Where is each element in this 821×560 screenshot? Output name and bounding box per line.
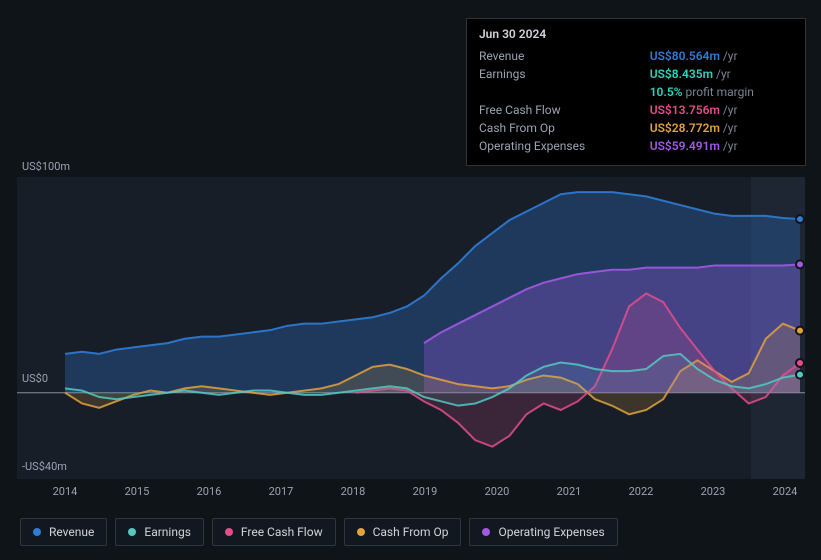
- legend-dot-icon: [225, 528, 233, 536]
- legend-item-fcf[interactable]: Free Cash Flow: [212, 518, 336, 546]
- y-axis-label: US$100m: [22, 160, 70, 173]
- tooltip-row-label: Operating Expenses: [479, 137, 650, 155]
- x-axis-label: 2016: [189, 485, 229, 498]
- x-axis-label: 2014: [45, 485, 85, 498]
- tooltip-row-value: US$8.435m /yr: [650, 65, 793, 83]
- tooltip-row: EarningsUS$8.435m /yr: [479, 65, 793, 83]
- legend-item-label: Free Cash Flow: [241, 525, 323, 539]
- tooltip-row-label: Revenue: [479, 47, 650, 65]
- x-axis-label: 2023: [693, 485, 733, 498]
- tooltip-row-value: US$28.772m /yr: [650, 119, 793, 137]
- x-axis-label: 2022: [621, 485, 661, 498]
- legend-item-label: Earnings: [144, 525, 191, 539]
- chart-legend: Revenue Earnings Free Cash Flow Cash From O…: [20, 518, 618, 546]
- legend-dot-icon: [128, 528, 136, 536]
- tooltip-row-value: 10.5% profit margin: [650, 83, 793, 101]
- x-axis-label: 2020: [477, 485, 517, 498]
- tooltip-row-label: Cash From Op: [479, 119, 650, 137]
- legend-dot-icon: [482, 528, 490, 536]
- legend-dot-icon: [33, 528, 41, 536]
- series-endcap-revenue: [796, 215, 804, 223]
- y-axis-label: -US$40m: [22, 460, 67, 473]
- legend-item-revenue[interactable]: Revenue: [20, 518, 107, 546]
- tooltip-row-label: [479, 83, 650, 101]
- tooltip-row-value: US$80.564m /yr: [650, 47, 793, 65]
- tooltip-row: Operating ExpensesUS$59.491m /yr: [479, 137, 793, 155]
- legend-item-opex[interactable]: Operating Expenses: [469, 518, 617, 546]
- x-axis-label: 2018: [333, 485, 373, 498]
- legend-item-earnings[interactable]: Earnings: [115, 518, 204, 546]
- tooltip-row-value: US$59.491m /yr: [650, 137, 793, 155]
- x-axis-label: 2017: [261, 485, 301, 498]
- series-endcap-fcf: [796, 359, 804, 367]
- y-axis-label: US$0: [22, 372, 48, 385]
- tooltip-row-value: US$13.756m /yr: [650, 101, 793, 119]
- x-axis-label: 2021: [549, 485, 589, 498]
- x-axis-label: 2019: [405, 485, 445, 498]
- legend-dot-icon: [357, 528, 365, 536]
- tooltip-row-label: Earnings: [479, 65, 650, 83]
- tooltip-row: 10.5% profit margin: [479, 83, 793, 101]
- tooltip-row-label: Free Cash Flow: [479, 101, 650, 119]
- series-endcap-opex: [796, 260, 804, 268]
- series-endcap-cfo: [796, 327, 804, 335]
- legend-item-label: Cash From Op: [373, 525, 449, 539]
- x-axis-label: 2024: [765, 485, 805, 498]
- x-axis-label: 2015: [117, 485, 157, 498]
- tooltip-row: Cash From OpUS$28.772m /yr: [479, 119, 793, 137]
- legend-item-label: Operating Expenses: [498, 525, 604, 539]
- tooltip-row: Free Cash FlowUS$13.756m /yr: [479, 101, 793, 119]
- tooltip-row: RevenueUS$80.564m /yr: [479, 47, 793, 65]
- series-endcap-earnings: [796, 371, 804, 379]
- legend-item-cfo[interactable]: Cash From Op: [344, 518, 462, 546]
- legend-item-label: Revenue: [49, 525, 94, 539]
- chart-tooltip: Jun 30 2024 RevenueUS$80.564m /yrEarning…: [466, 18, 806, 166]
- tooltip-date: Jun 30 2024: [479, 27, 793, 41]
